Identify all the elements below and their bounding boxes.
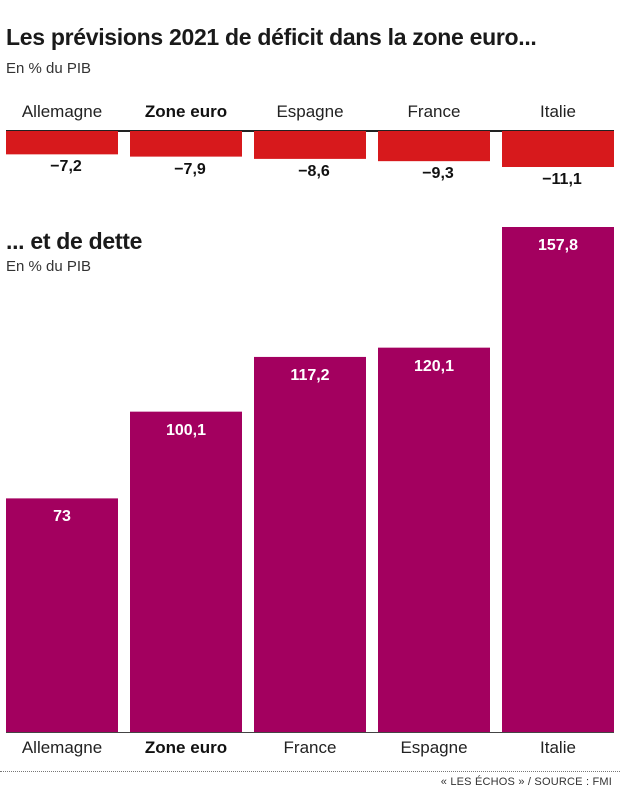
- debt-bar-espagne: [378, 347, 490, 732]
- deficit-bar-espagne: [254, 131, 366, 159]
- debt-chart-title: ... et de dette: [6, 228, 143, 254]
- debt-bar-france: [254, 356, 366, 732]
- deficit-category-label-italie: Italie: [540, 102, 576, 121]
- deficit-category-label-allemagne: Allemagne: [21, 102, 103, 121]
- debt-category-label-italie: Italie: [540, 738, 576, 757]
- debt-bar-zone-euro: [130, 411, 242, 732]
- debt-value-label-france: 117,2: [290, 366, 330, 384]
- debt-bar-allemagne: [6, 498, 118, 732]
- debt-x-axis-baseline: [6, 732, 614, 733]
- debt-value-label-zone-euro: 100,1: [165, 421, 207, 439]
- debt-chart-subtitle: En % du PIB: [6, 258, 92, 275]
- deficit-value-label-zone-euro: −7,9: [174, 160, 206, 178]
- deficit-value-label-espagne: −8,6: [298, 162, 330, 180]
- deficit-value-label-france: −9,3: [422, 165, 454, 183]
- deficit-chart-subtitle: En % du PIB: [6, 60, 92, 77]
- debt-value-label-allemagne: 73: [53, 508, 71, 526]
- deficit-category-label-espagne: Espagne: [276, 102, 344, 121]
- footer-dotted-divider: [0, 771, 620, 772]
- source-credit: « LES ÉCHOS » / SOURCE : FMI: [440, 776, 612, 788]
- deficit-bar-zone-euro: [130, 131, 242, 157]
- deficit-category-label-france: France: [407, 102, 461, 121]
- debt-category-label-zone-euro: Zone euro: [144, 738, 228, 757]
- debt-category-label-espagne: Espagne: [400, 738, 468, 757]
- debt-value-label-espagne: 120,1: [413, 357, 455, 375]
- deficit-category-label-zone-euro: Zone euro: [144, 102, 228, 121]
- deficit-value-label-allemagne: −7,2: [50, 158, 82, 176]
- debt-bar-italie: [502, 227, 614, 732]
- deficit-chart-title: Les prévisions 2021 de déficit dans la z…: [6, 24, 537, 50]
- debt-category-label-france: France: [283, 738, 337, 757]
- deficit-bar-france: [378, 131, 490, 162]
- debt-value-label-italie: 157,8: [537, 237, 579, 254]
- debt-category-label-allemagne: Allemagne: [21, 738, 103, 757]
- deficit-value-label-italie: −11,1: [542, 171, 582, 188]
- deficit-bar-italie: [502, 131, 614, 167]
- deficit-bar-allemagne: [6, 131, 118, 155]
